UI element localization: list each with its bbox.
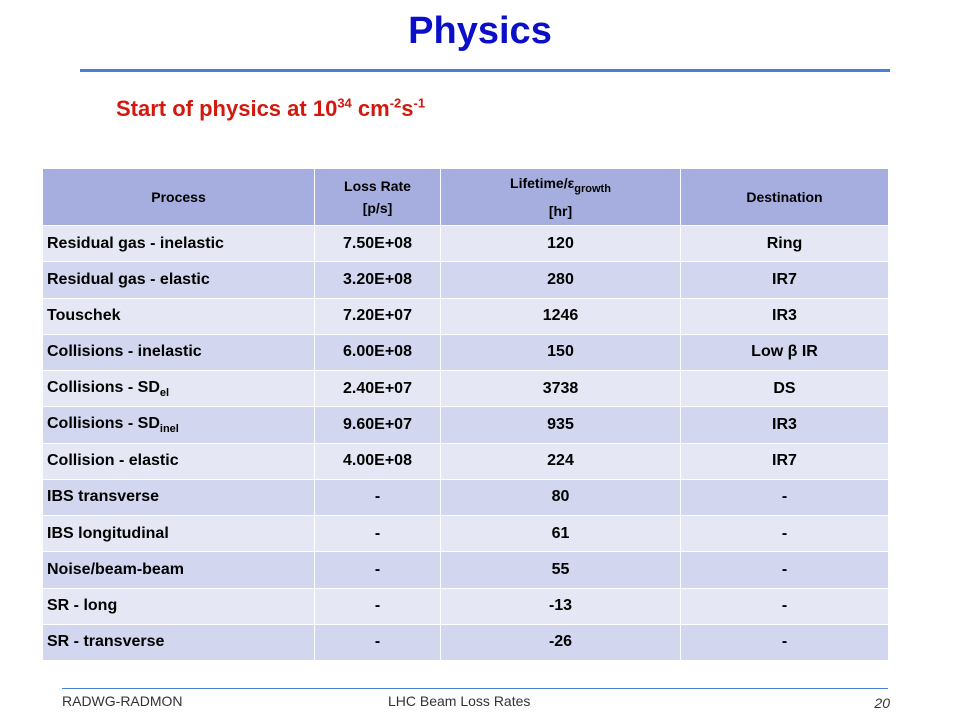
- cell-destination: -: [680, 478, 889, 517]
- table-row: Noise/beam-beam -55-: [42, 551, 889, 589]
- cell-loss-rate: 6.00E+08: [314, 333, 441, 372]
- cell-process: Collisions - SDinel: [42, 406, 315, 444]
- cell-process: IBS longitudinal: [42, 514, 315, 553]
- subtitle-unit-exponent-1: -2: [389, 95, 402, 111]
- cell-loss-rate: 2.40E+07: [314, 369, 441, 408]
- header-lifetime-line1: Lifetime/ε: [510, 175, 575, 192]
- process-name: SR - long: [47, 597, 118, 615]
- cell-lifetime: 3738: [440, 369, 681, 408]
- cell-destination: -: [680, 623, 889, 662]
- table-row: SR - long - -13-: [42, 587, 889, 625]
- cell-loss-rate: 3.20E+08: [314, 261, 441, 299]
- cell-destination: Low β IR: [680, 333, 889, 372]
- process-name: Residual gas - inelastic: [47, 234, 224, 252]
- header-process: Process: [42, 168, 315, 226]
- cell-destination: -: [680, 551, 889, 589]
- table-header-row: Process Loss Rate [p/s] Lifetime/εgrowth[…: [42, 168, 889, 226]
- cell-loss-rate: -: [314, 514, 441, 553]
- cell-lifetime: 280: [440, 261, 681, 299]
- subtitle-unit-s: s: [401, 96, 414, 121]
- cell-lifetime: 935: [440, 406, 681, 444]
- cell-loss-rate: -: [314, 623, 441, 662]
- cell-destination: Ring: [680, 224, 889, 263]
- title-divider: [80, 69, 890, 72]
- loss-rate-table: Process Loss Rate [p/s] Lifetime/εgrowth[…: [42, 168, 889, 662]
- table-row: Collision - elastic 4.00E+08 224 IR7: [42, 442, 889, 480]
- cell-process: SR - long: [42, 587, 315, 625]
- cell-destination: -: [680, 587, 889, 625]
- subtitle-exponent: 34: [337, 95, 352, 111]
- header-loss-rate-line1: Loss Rate: [344, 178, 411, 194]
- cell-process: Collision - elastic: [42, 442, 315, 480]
- header-lifetime-sub: growth: [574, 182, 611, 195]
- cell-destination: IR3: [680, 297, 889, 335]
- cell-lifetime: 55: [440, 551, 681, 589]
- cell-lifetime: 61: [440, 514, 681, 553]
- cell-process: SR - transverse: [42, 623, 315, 662]
- process-name: IBS longitudinal: [47, 524, 169, 542]
- table-row: IBS longitudinal -61-: [42, 514, 889, 553]
- header-loss-rate-line2: [p/s]: [362, 200, 393, 216]
- cell-lifetime: 80: [440, 478, 681, 517]
- table-row: SR - transverse - -26-: [42, 623, 889, 662]
- cell-process: Residual gas - inelastic: [42, 224, 315, 263]
- cell-loss-rate: 9.60E+07: [314, 406, 441, 444]
- table-row: Residual gas - elastic 3.20E+08 280 IR7: [42, 261, 889, 299]
- cell-loss-rate: 7.20E+07: [314, 297, 441, 335]
- subtitle-unit-exponent-2: -1: [413, 95, 426, 111]
- cell-process: IBS transverse: [42, 478, 315, 517]
- process-name: Residual gas - elastic: [47, 270, 210, 288]
- footer-center-text: LHC Beam Loss Rates: [388, 693, 531, 709]
- cell-lifetime: 120: [440, 224, 681, 263]
- header-loss-rate: Loss Rate [p/s]: [314, 168, 441, 226]
- process-name: Collisions - inelastic: [47, 343, 202, 361]
- slide-title: Physics: [408, 10, 552, 52]
- table-row: Touschek 7.20E+07 1246 IR3: [42, 297, 889, 335]
- process-name: Touschek: [47, 307, 121, 325]
- table-row: Residual gas - inelastic 7.50E+08 120 Ring: [42, 224, 889, 263]
- footer-divider: [62, 688, 888, 689]
- cell-loss-rate: -: [314, 587, 441, 625]
- cell-destination: IR7: [680, 261, 889, 299]
- footer-left-text: RADWG-RADMON: [62, 693, 183, 709]
- process-name: Collision - elastic: [47, 452, 179, 470]
- cell-loss-rate: -: [314, 478, 441, 517]
- subtitle-unit: cm: [351, 96, 390, 121]
- page-number: 20: [874, 695, 890, 711]
- cell-destination: IR3: [680, 406, 889, 444]
- cell-lifetime: -13: [440, 587, 681, 625]
- header-lifetime: Lifetime/εgrowth [hr]: [440, 168, 681, 226]
- header-destination: Destination: [680, 168, 889, 226]
- cell-lifetime: -26: [440, 623, 681, 662]
- subtitle: Start of physics at 1034 cm-2s-1: [116, 96, 425, 122]
- cell-loss-rate: 4.00E+08: [314, 442, 441, 480]
- process-name: IBS transverse: [47, 488, 160, 506]
- table-row: Collisions - SDinel 9.60E+07 935 IR3: [42, 406, 889, 444]
- process-name: SR - transverse: [47, 633, 165, 651]
- process-subscript: inel: [159, 422, 179, 435]
- cell-destination: DS: [680, 369, 889, 408]
- cell-process: Residual gas - elastic: [42, 261, 315, 299]
- cell-process: Collisions - SDel: [42, 369, 315, 408]
- subtitle-text: Start of physics at 10: [116, 96, 338, 121]
- process-subscript: el: [159, 386, 170, 399]
- process-name: Collisions - SD: [47, 414, 160, 432]
- cell-process: Collisions - inelastic: [42, 333, 315, 372]
- table-row: Collisions - inelastic 6.00E+08 150 Low β I…: [42, 333, 889, 372]
- cell-destination: IR7: [680, 442, 889, 480]
- cell-process: Touschek: [42, 297, 315, 335]
- process-name: Collisions - SD: [47, 378, 160, 396]
- cell-destination: -: [680, 514, 889, 553]
- cell-loss-rate: 7.50E+08: [314, 224, 441, 263]
- cell-lifetime: 224: [440, 442, 681, 480]
- process-name: Noise/beam-beam: [47, 560, 184, 578]
- header-lifetime-line2: [hr]: [548, 202, 573, 219]
- cell-lifetime: 1246: [440, 297, 681, 335]
- cell-process: Noise/beam-beam: [42, 551, 315, 589]
- cell-loss-rate: -: [314, 551, 441, 589]
- cell-lifetime: 150: [440, 333, 681, 372]
- table-row: IBS transverse -80-: [42, 478, 889, 517]
- table-row: Collisions - SDel 2.40E+07 3738 DS: [42, 369, 889, 408]
